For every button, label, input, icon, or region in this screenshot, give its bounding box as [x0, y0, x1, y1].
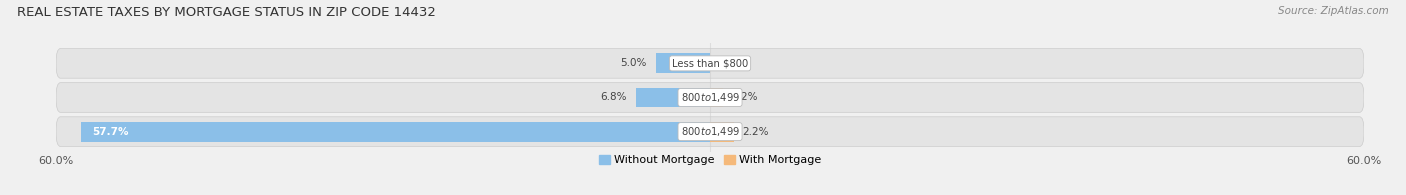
Text: 2.2%: 2.2%: [742, 127, 769, 137]
Text: REAL ESTATE TAXES BY MORTGAGE STATUS IN ZIP CODE 14432: REAL ESTATE TAXES BY MORTGAGE STATUS IN …: [17, 6, 436, 19]
Text: 6.8%: 6.8%: [600, 92, 627, 103]
Text: $800 to $1,499: $800 to $1,499: [681, 125, 740, 138]
FancyBboxPatch shape: [56, 83, 1364, 112]
FancyBboxPatch shape: [56, 117, 1364, 146]
Text: 1.2%: 1.2%: [731, 92, 758, 103]
Bar: [710, 122, 734, 142]
Bar: [636, 88, 710, 107]
Text: Less than $800: Less than $800: [672, 58, 748, 68]
Text: Source: ZipAtlas.com: Source: ZipAtlas.com: [1278, 6, 1389, 16]
Text: 5.0%: 5.0%: [620, 58, 647, 68]
Text: 57.7%: 57.7%: [93, 127, 129, 137]
FancyBboxPatch shape: [56, 49, 1364, 78]
Text: $800 to $1,499: $800 to $1,499: [681, 91, 740, 104]
Bar: [710, 88, 723, 107]
Legend: Without Mortgage, With Mortgage: Without Mortgage, With Mortgage: [598, 153, 823, 166]
Bar: [655, 53, 710, 73]
Bar: [82, 122, 710, 142]
Text: 0.0%: 0.0%: [718, 58, 745, 68]
